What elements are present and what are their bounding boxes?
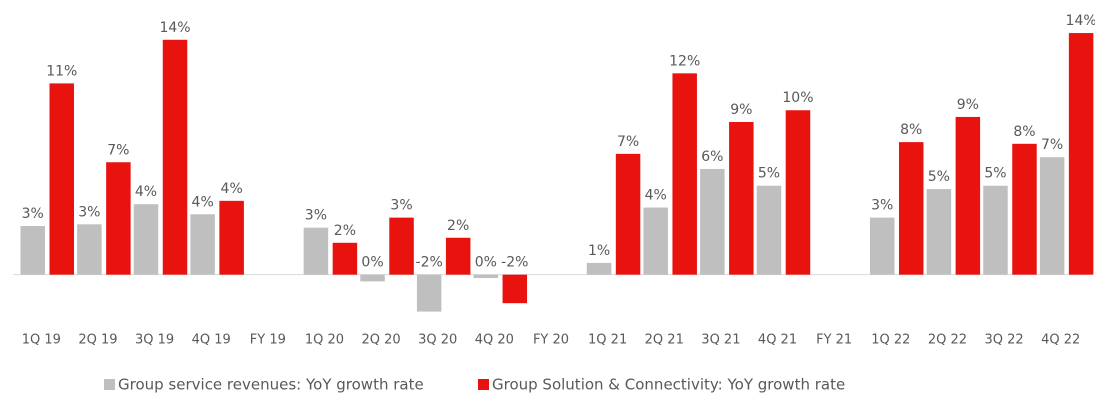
data-label: 7% bbox=[107, 142, 129, 158]
data-label: 5% bbox=[928, 169, 950, 185]
data-label: 5% bbox=[758, 166, 780, 182]
x-tick-label: FY 21 bbox=[816, 333, 852, 348]
data-label: -2% bbox=[501, 255, 528, 271]
data-label: 1% bbox=[588, 243, 610, 259]
x-tick-label: 3Q 20 bbox=[418, 333, 457, 348]
bar bbox=[219, 200, 244, 275]
data-label: 4% bbox=[192, 194, 214, 210]
data-label: 8% bbox=[900, 122, 922, 138]
bar bbox=[955, 116, 981, 275]
bar bbox=[700, 168, 725, 275]
bar bbox=[672, 73, 697, 275]
data-label: 4% bbox=[221, 181, 243, 197]
bar bbox=[416, 274, 442, 312]
data-label: 7% bbox=[617, 134, 639, 150]
bar bbox=[785, 110, 811, 275]
data-label: 12% bbox=[669, 53, 700, 69]
data-label: 0% bbox=[361, 255, 383, 271]
bar bbox=[1012, 143, 1037, 275]
bar bbox=[389, 217, 414, 275]
legend-swatch bbox=[104, 379, 115, 390]
bar bbox=[106, 162, 131, 275]
data-label: 0% bbox=[475, 255, 497, 271]
x-tick-label: 2Q 19 bbox=[78, 333, 117, 348]
bar bbox=[77, 224, 102, 275]
data-label: 3% bbox=[871, 198, 893, 214]
data-label: 4% bbox=[135, 184, 157, 200]
data-label: -2% bbox=[416, 255, 443, 271]
bar bbox=[1068, 33, 1094, 275]
bar bbox=[1039, 157, 1065, 275]
x-tick-label: 2Q 22 bbox=[928, 333, 967, 348]
data-label: 3% bbox=[78, 204, 100, 220]
bar bbox=[869, 217, 895, 275]
x-tick-label: 4Q 21 bbox=[758, 333, 797, 348]
legend-label: Group Solution & Connectivity: YoY growt… bbox=[492, 376, 845, 394]
bar bbox=[360, 274, 385, 282]
data-label: 14% bbox=[1066, 13, 1095, 29]
x-tick-label: 3Q 19 bbox=[135, 333, 174, 348]
x-tick-label: FY 19 bbox=[250, 333, 286, 348]
bar bbox=[49, 83, 74, 275]
legend-swatch bbox=[478, 379, 489, 390]
bar bbox=[643, 207, 668, 275]
bar bbox=[926, 189, 952, 275]
data-label: 11% bbox=[46, 63, 77, 79]
bar bbox=[162, 39, 188, 275]
bar bbox=[473, 274, 499, 279]
x-tick-label: 2Q 21 bbox=[645, 333, 684, 348]
x-tick-label: 4Q 22 bbox=[1041, 333, 1080, 348]
data-label: 10% bbox=[782, 90, 813, 106]
bar bbox=[729, 121, 754, 275]
bar bbox=[332, 242, 358, 275]
bar bbox=[502, 274, 528, 304]
data-label: 6% bbox=[701, 149, 723, 165]
x-tick-label: 1Q 19 bbox=[22, 333, 61, 348]
data-label: 14% bbox=[159, 20, 190, 36]
data-label: 2% bbox=[334, 223, 356, 239]
legend-label: Group service revenues: YoY growth rate bbox=[118, 376, 424, 394]
x-tick-label: 1Q 20 bbox=[305, 333, 344, 348]
x-tick-label: 4Q 20 bbox=[475, 333, 514, 348]
bar bbox=[190, 214, 215, 275]
x-tick-label: 1Q 22 bbox=[871, 333, 910, 348]
x-tick-label: 4Q 19 bbox=[192, 333, 231, 348]
data-label: 7% bbox=[1041, 137, 1063, 153]
x-tick-label: 3Q 21 bbox=[701, 333, 740, 348]
data-label: 9% bbox=[957, 97, 979, 113]
data-label: 5% bbox=[984, 166, 1006, 182]
data-label: 4% bbox=[645, 188, 667, 204]
x-tick-label: 3Q 22 bbox=[984, 333, 1023, 348]
data-label: 8% bbox=[1013, 124, 1035, 140]
bar bbox=[133, 204, 159, 275]
bar bbox=[983, 185, 1008, 275]
bar bbox=[756, 185, 782, 275]
data-label: 3% bbox=[305, 208, 327, 224]
x-tick-label: FY 20 bbox=[533, 333, 569, 348]
bar bbox=[20, 226, 45, 275]
x-tick-label: 2Q 20 bbox=[362, 333, 401, 348]
x-tick-label: 1Q 21 bbox=[588, 333, 627, 348]
data-label: 2% bbox=[447, 218, 469, 234]
bar bbox=[586, 262, 612, 275]
data-label: 3% bbox=[22, 206, 44, 222]
bar bbox=[303, 227, 329, 275]
bar bbox=[445, 237, 471, 275]
data-label: 3% bbox=[390, 198, 412, 214]
bar bbox=[615, 153, 641, 275]
bar bbox=[898, 142, 924, 275]
data-label: 9% bbox=[730, 102, 752, 118]
